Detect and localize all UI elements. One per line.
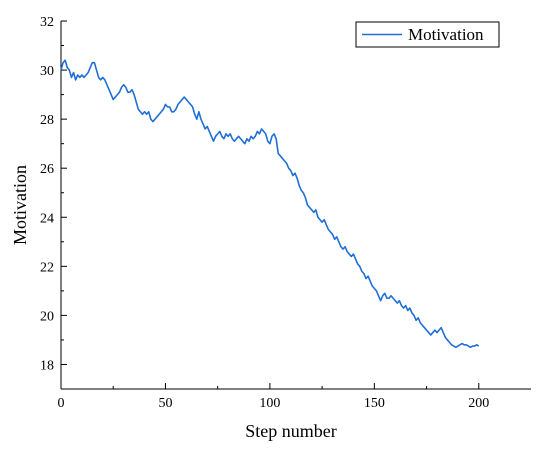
y-tick-label: 20: [40, 309, 54, 324]
y-tick-label: 28: [40, 113, 54, 128]
legend-box: [355, 21, 500, 48]
legend-label-motivation: Motivation: [408, 25, 484, 44]
y-tick-label: 26: [40, 162, 54, 177]
axes: [60, 21, 531, 390]
series-group: [60, 59, 480, 349]
y-tick-label: 18: [40, 358, 54, 373]
x-tick-label: 0: [58, 396, 65, 411]
y-tick-label: 32: [40, 15, 54, 30]
x-tick-label: 200: [468, 396, 489, 411]
tick-marks: [60, 20, 480, 390]
y-axis-title: Motivation: [10, 165, 30, 245]
y-tick-label: 30: [40, 64, 54, 79]
y-tick-label: 24: [40, 211, 54, 226]
x-tick-label: 50: [158, 396, 172, 411]
legend: Motivation: [355, 21, 500, 48]
x-axis-title: Step number: [245, 421, 337, 441]
x-tick-label: 150: [364, 396, 385, 411]
x-tick-label: 100: [259, 396, 280, 411]
series-line-motivation: [60, 59, 480, 349]
tick-labels: 0 50 100 150 200 18 20 22 24 26 28 30 32: [40, 15, 489, 411]
y-tick-label: 22: [40, 260, 54, 275]
